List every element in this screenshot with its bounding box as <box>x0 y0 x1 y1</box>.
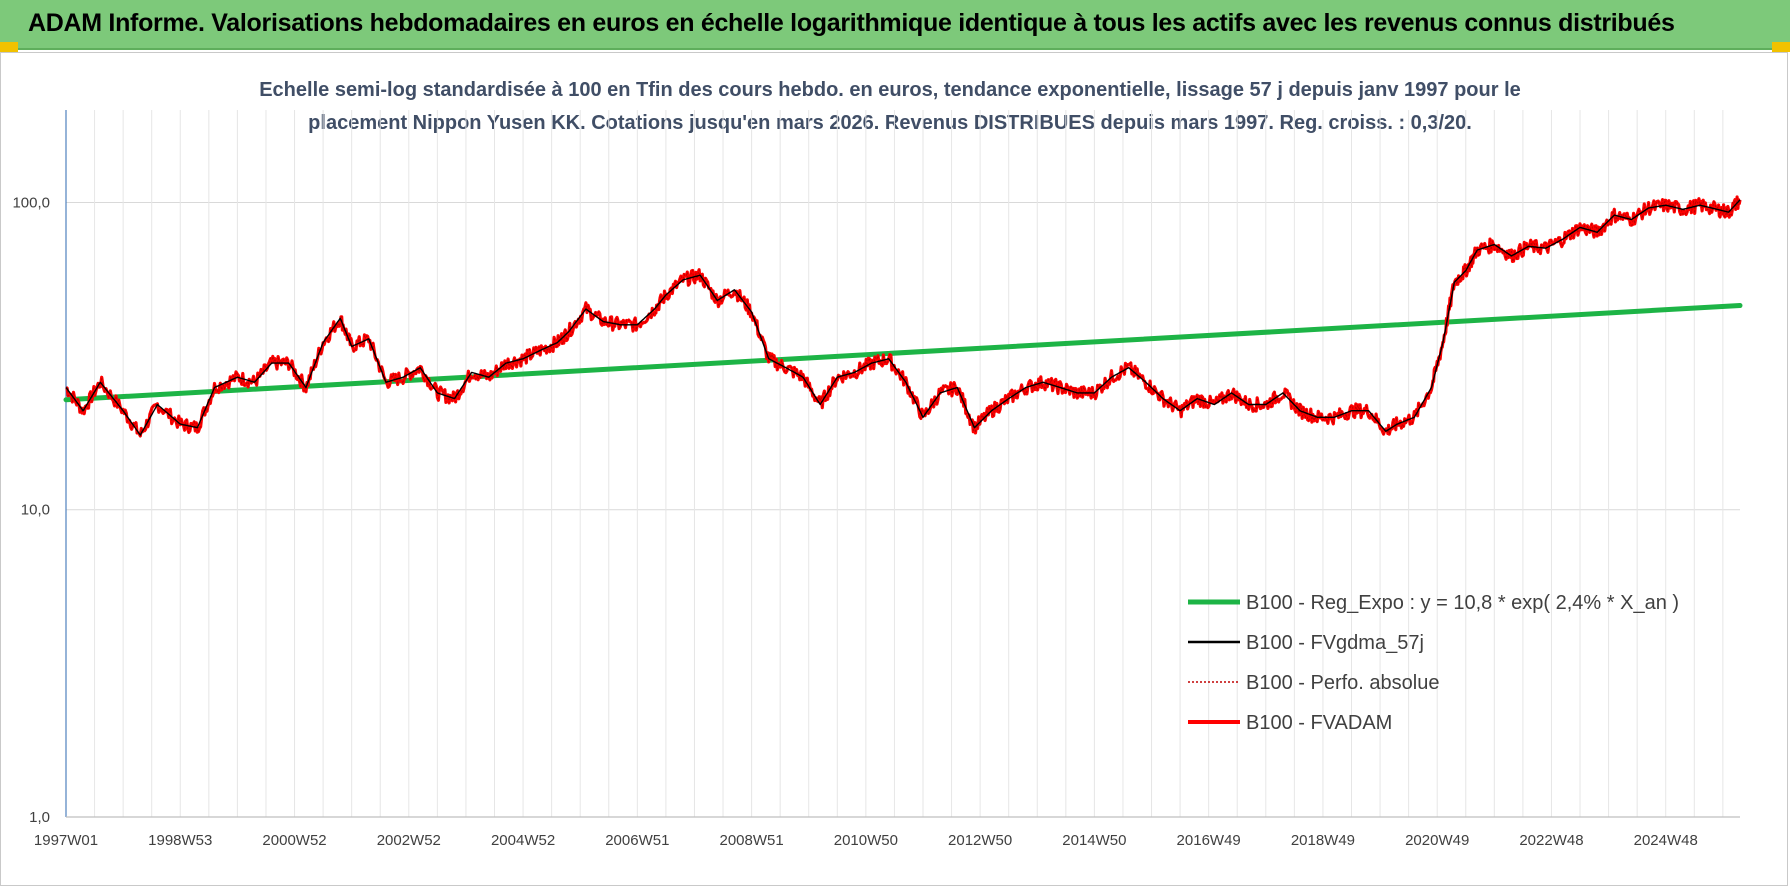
corner-marker-right <box>1772 42 1790 52</box>
x-tick-label: 1997W01 <box>34 832 98 849</box>
x-tick-label: 2010W50 <box>834 832 898 849</box>
x-tick-label: 2002W52 <box>377 832 441 849</box>
x-tick-label: 2008W51 <box>719 832 783 849</box>
corner-marker-left <box>0 42 18 52</box>
legend-label: B100 - FVADAM <box>1246 712 1392 734</box>
series-line-reg-expo <box>63 303 1743 403</box>
series-line-fvadam <box>65 195 1742 438</box>
y-tick-label: 10,0 <box>21 502 50 519</box>
x-tick-label: 2012W50 <box>948 832 1012 849</box>
legend-label: B100 - Perfo. absolue <box>1246 672 1439 694</box>
x-tick-label: 2018W49 <box>1291 832 1355 849</box>
x-tick-label: 2000W52 <box>262 832 326 849</box>
series-line-perfo-absolue <box>65 196 1741 438</box>
y-tick-label: 100,0 <box>12 194 50 211</box>
chart-title-line-2: placement Nippon Yusen KK. Cotations jus… <box>308 112 1472 134</box>
series-line-fvgdma-57j <box>65 199 1741 436</box>
x-tick-label: 2016W49 <box>1177 832 1241 849</box>
x-tick-label: 2014W50 <box>1062 832 1126 849</box>
x-tick-label: 2020W49 <box>1405 832 1469 849</box>
x-tick-label: 2024W48 <box>1634 832 1698 849</box>
x-tick-label: 2004W52 <box>491 832 555 849</box>
y-tick-label: 1,0 <box>29 809 50 826</box>
legend-label: B100 - FVgdma_57j <box>1246 632 1424 654</box>
chart-title-line-1: Echelle semi-log standardisée à 100 en T… <box>259 79 1521 101</box>
x-tick-label: 2006W51 <box>605 832 669 849</box>
chart-frame <box>0 52 1788 886</box>
x-tick-label: 1998W53 <box>148 832 212 849</box>
x-tick-label: 2022W48 <box>1519 832 1583 849</box>
report-title: ADAM Informe. Valorisations hebdomadaire… <box>28 9 1675 37</box>
chart-title: Echelle semi-log standardisée à 100 en T… <box>160 74 1620 140</box>
legend-label: B100 - Reg_Expo : y = 10,8 * exp( 2,4% *… <box>1246 592 1679 614</box>
report-header: ADAM Informe. Valorisations hebdomadaire… <box>0 0 1790 50</box>
